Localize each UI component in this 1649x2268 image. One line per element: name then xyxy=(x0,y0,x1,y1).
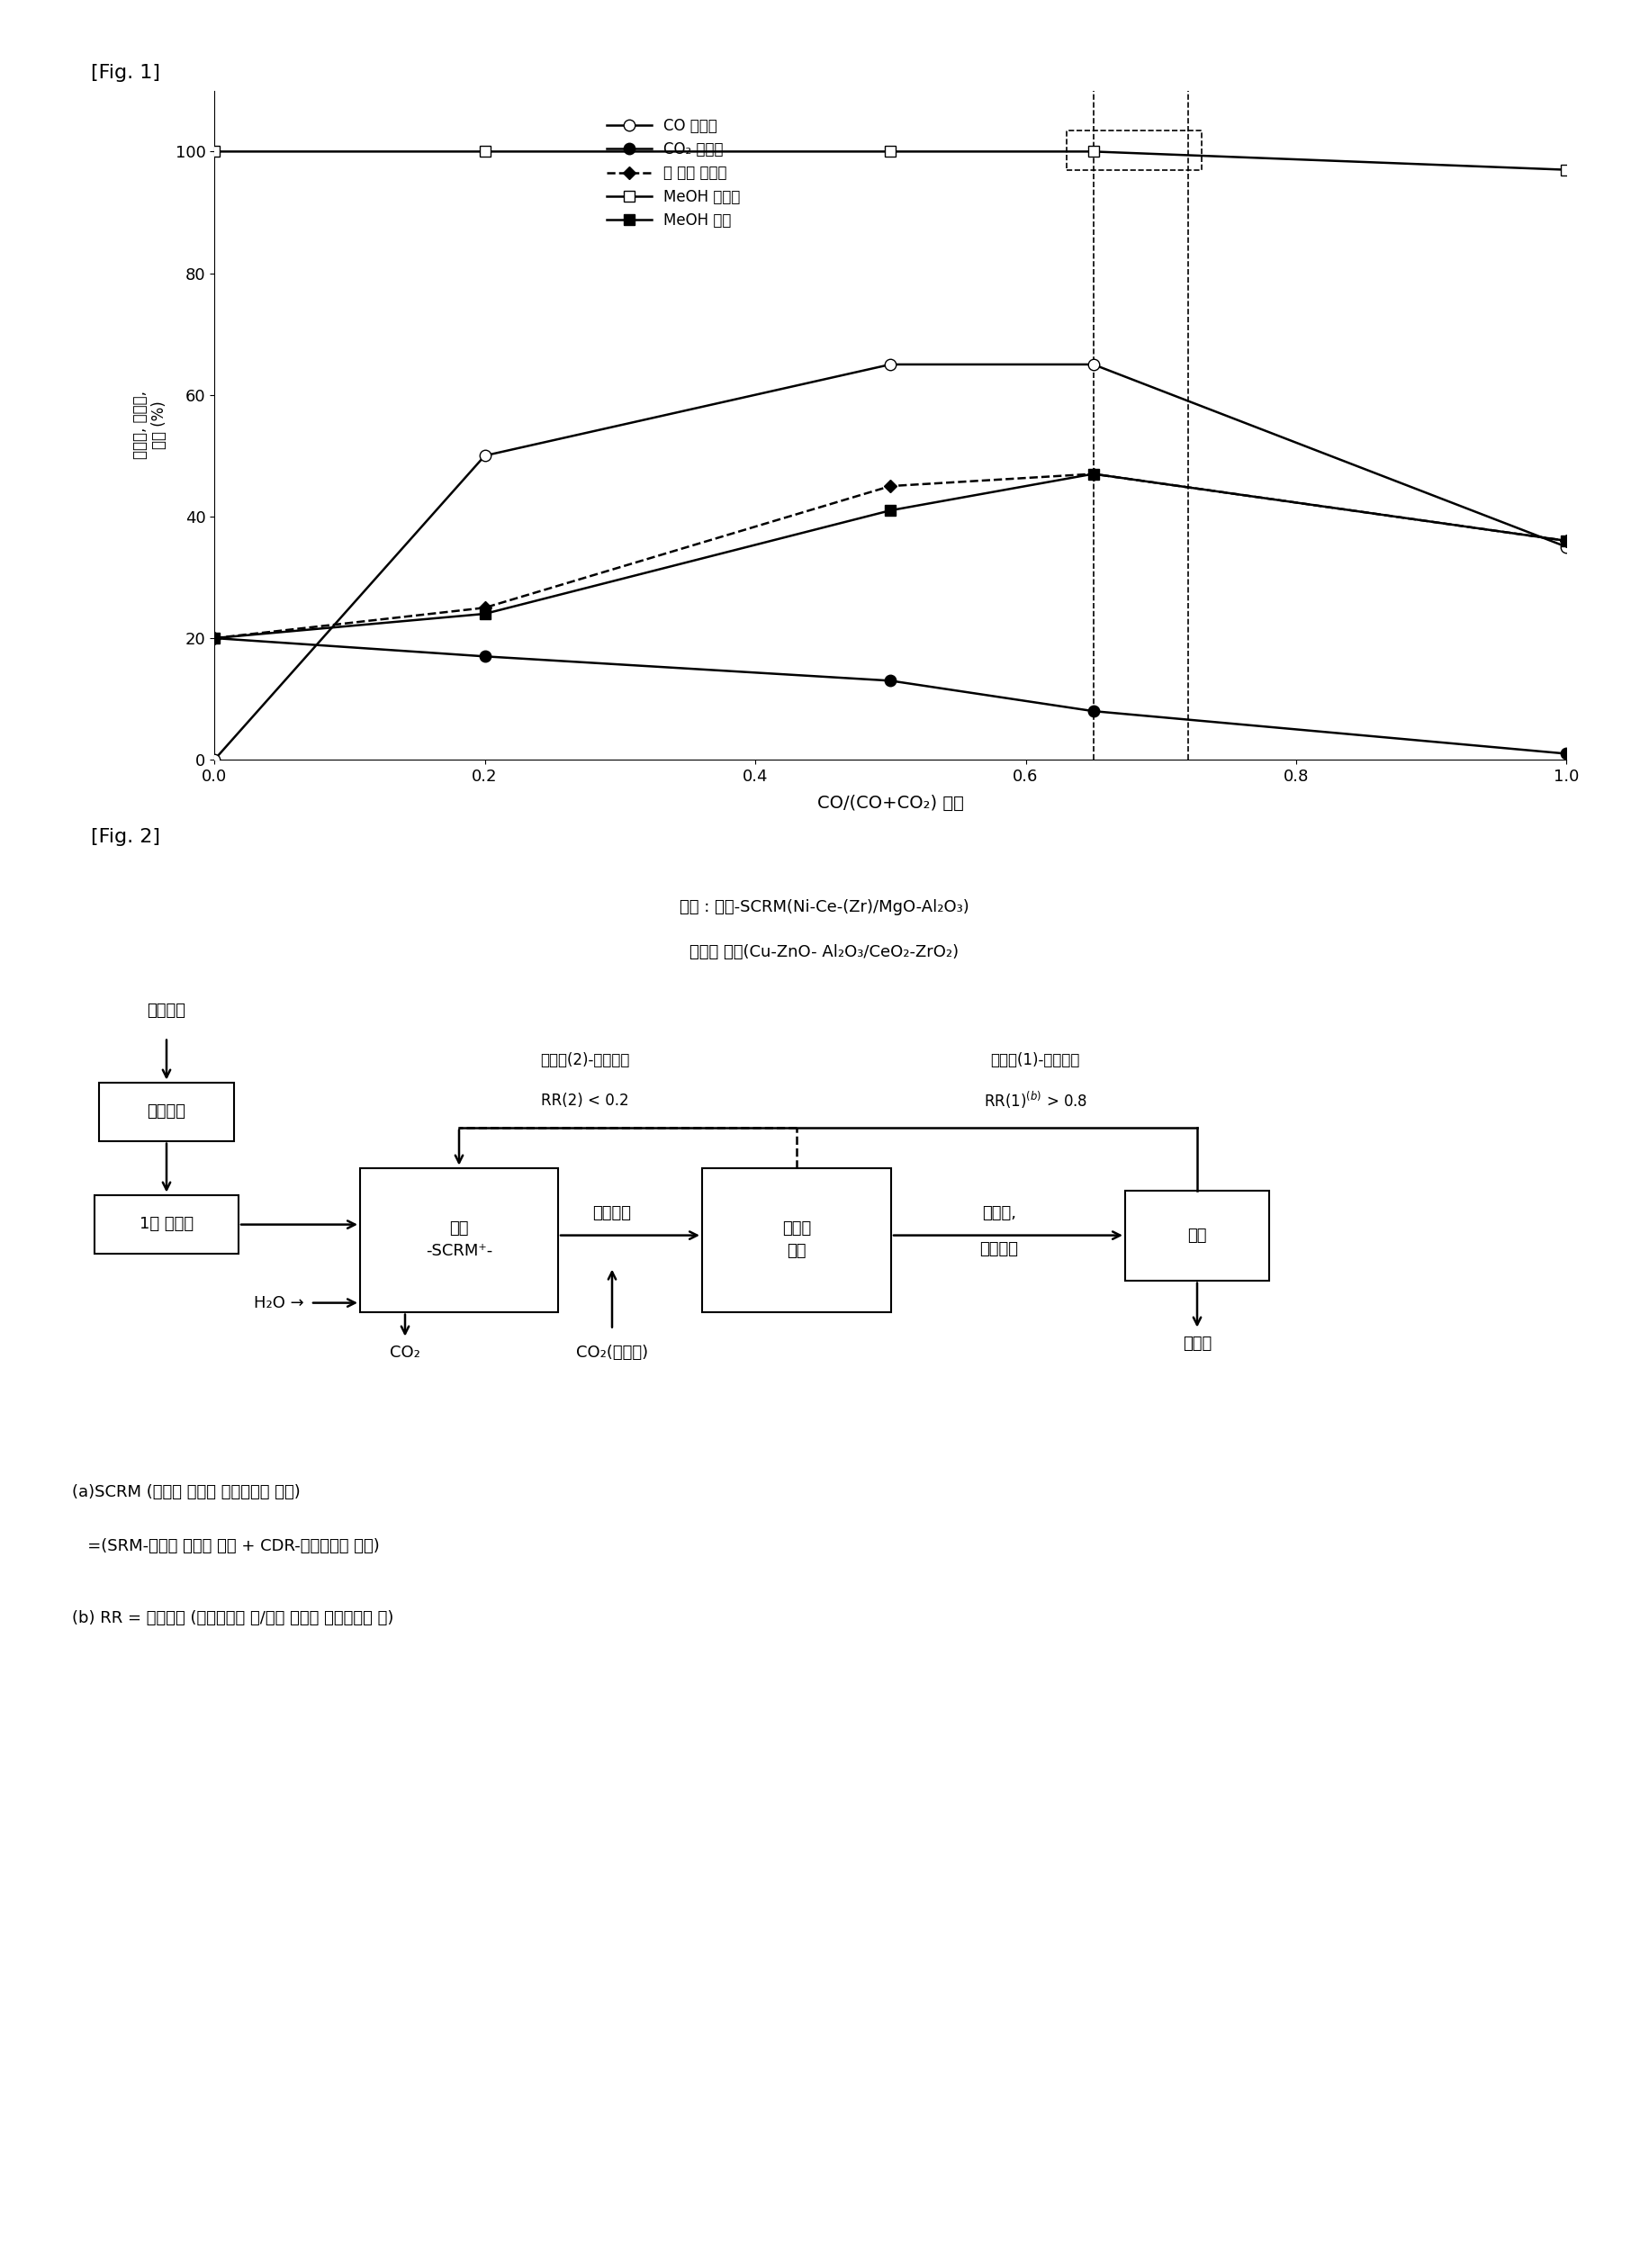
Text: 분리: 분리 xyxy=(1187,1227,1207,1243)
Bar xyxy=(702,1168,890,1311)
X-axis label: CO/(CO+CO₂) 모비: CO/(CO+CO₂) 모비 xyxy=(818,794,963,812)
Text: 천연가스: 천연가스 xyxy=(147,1002,186,1018)
Text: CO₂: CO₂ xyxy=(389,1345,420,1361)
Text: =(SRM-메탄의 수증기 개질 + CDR-이산화탄소 개질): =(SRM-메탄의 수증기 개질 + CDR-이산화탄소 개질) xyxy=(73,1538,379,1554)
Text: 합성가스: 합성가스 xyxy=(592,1204,632,1220)
Bar xyxy=(1125,1191,1270,1281)
Text: 촉매 : 개질-SCRM(Ni-Ce-(Zr)/MgO-Al₂O₃): 촉매 : 개질-SCRM(Ni-Ce-(Zr)/MgO-Al₂O₃) xyxy=(679,898,970,914)
Bar xyxy=(99,1082,234,1141)
Text: 재순환(1)-합성가스: 재순환(1)-합성가스 xyxy=(991,1052,1080,1068)
Bar xyxy=(1067,129,1202,170)
Bar xyxy=(359,1168,557,1311)
Text: (b) RR = 재순환비 (재순환되는 양/전체 미반응 합성가스의 양): (b) RR = 재순환비 (재순환되는 양/전체 미반응 합성가스의 양) xyxy=(73,1610,394,1626)
Text: H₂O →: H₂O → xyxy=(254,1295,303,1311)
Bar xyxy=(94,1195,239,1254)
Legend: CO 전환율, CO₂ 전환율, 총 탄소 전환율, MeOH 선택성, MeOH 수율: CO 전환율, CO₂ 전환율, 총 탄소 전환율, MeOH 선택성, MeO… xyxy=(600,111,747,234)
Text: 메탄올
합성: 메탄올 합성 xyxy=(782,1220,811,1259)
Text: 메탄올: 메탄올 xyxy=(1182,1336,1212,1352)
Text: [Fig. 1]: [Fig. 1] xyxy=(91,64,160,82)
Text: RR(2) < 0.2: RR(2) < 0.2 xyxy=(541,1093,628,1109)
Text: 1차 개질기: 1차 개질기 xyxy=(140,1216,193,1232)
Text: RR(1)$^{(b)}$ > 0.8: RR(1)$^{(b)}$ > 0.8 xyxy=(983,1091,1087,1111)
Text: (a)SCRM (메탄의 수증기 이산화탄소 개질): (a)SCRM (메탄의 수증기 이산화탄소 개질) xyxy=(73,1483,300,1499)
Text: 개질
-SCRM⁺-: 개질 -SCRM⁺- xyxy=(425,1220,493,1259)
Text: [Fig. 2]: [Fig. 2] xyxy=(91,828,160,846)
Text: 메탄올,: 메탄올, xyxy=(983,1204,1016,1220)
Text: 재순환(2)-합성가스: 재순환(2)-합성가스 xyxy=(541,1052,630,1068)
Text: 메탄올 합성(Cu-ZnO- Al₂O₃/CeO₂-ZrO₂): 메탄올 합성(Cu-ZnO- Al₂O₃/CeO₂-ZrO₂) xyxy=(689,943,960,959)
Y-axis label: 선택성, 전환율,
수율 (%): 선택성, 전환율, 수율 (%) xyxy=(132,390,168,460)
Text: 탈황장치: 탈황장치 xyxy=(147,1105,186,1120)
Text: 합성가스: 합성가스 xyxy=(980,1241,1019,1256)
Text: CO₂(선택적): CO₂(선택적) xyxy=(576,1345,648,1361)
